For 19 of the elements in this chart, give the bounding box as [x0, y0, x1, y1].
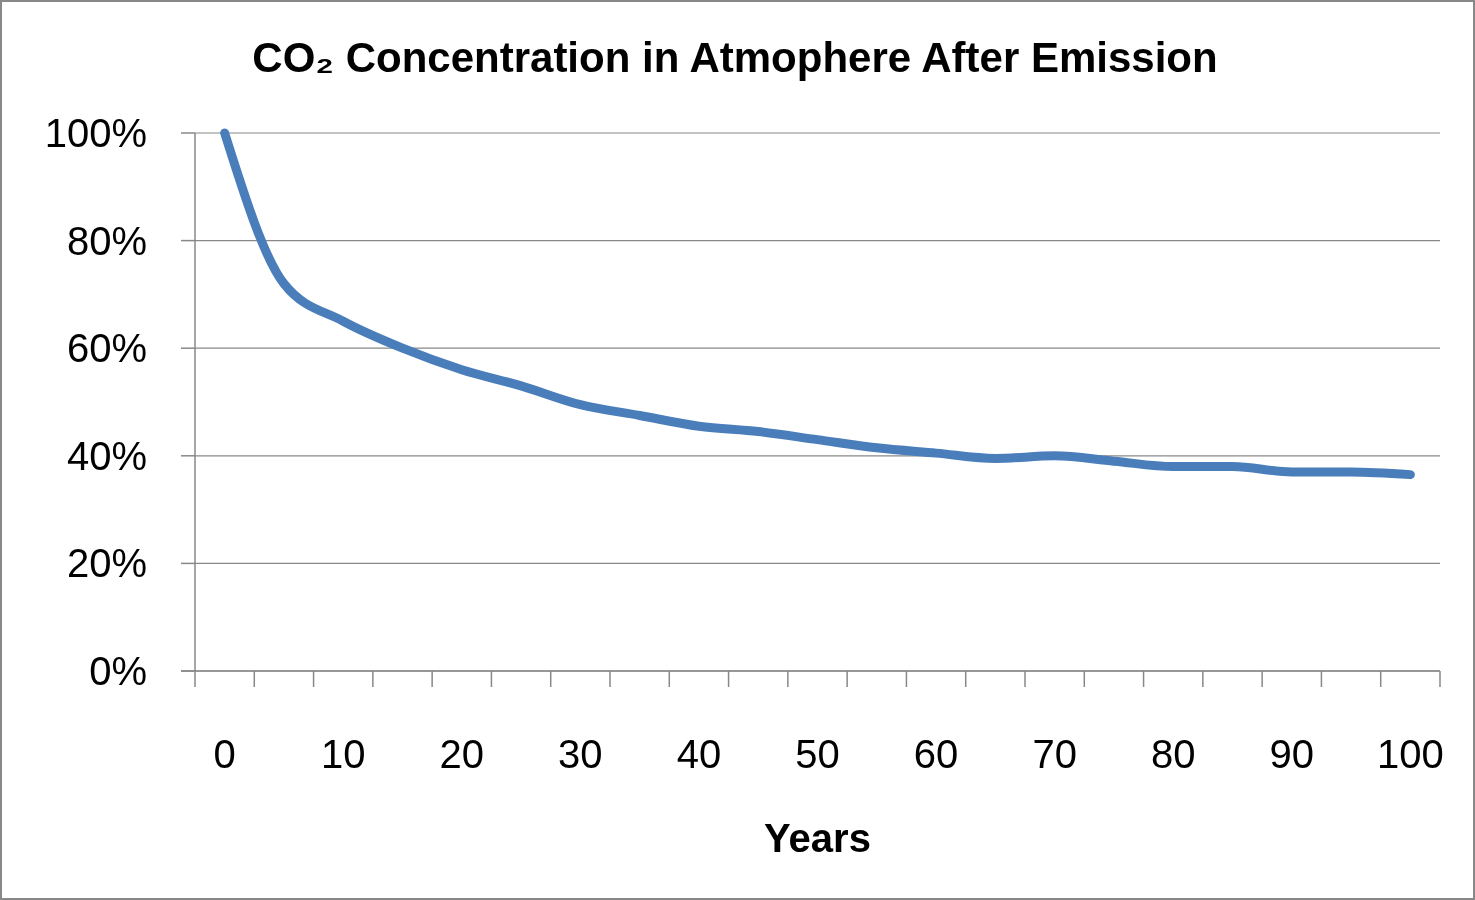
y-tick-label: 60%: [66, 326, 147, 371]
x-tick-label: 100: [1376, 732, 1444, 776]
y-tick-label: 40%: [66, 433, 147, 478]
y-tick-label: 80%: [66, 218, 147, 263]
y-tick-label: 0%: [89, 649, 147, 693]
x-tick-label: 80: [1150, 732, 1196, 776]
x-tick-label: 40: [676, 732, 722, 776]
chart-title: CO₂ Concentration in Atmophere After Emission: [252, 34, 1218, 81]
x-tick-label: 20: [439, 732, 485, 776]
x-tick-label: 10: [320, 732, 366, 776]
x-tick-label: 0: [213, 732, 236, 776]
x-tick-label: 50: [795, 732, 840, 776]
x-tick-label: 30: [558, 732, 603, 776]
x-tick-label: 70: [1032, 732, 1077, 776]
y-tick-label: 20%: [66, 541, 147, 586]
x-tick-label: 90: [1269, 732, 1315, 776]
x-axis-title: Years: [764, 816, 871, 860]
x-tick-label: 60: [913, 732, 959, 776]
y-tick-label: 100%: [44, 111, 147, 155]
